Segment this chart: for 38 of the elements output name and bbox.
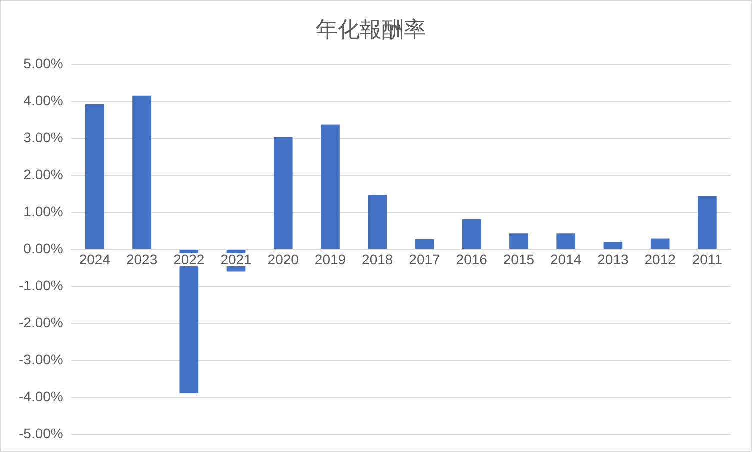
- bar: [510, 234, 528, 249]
- y-tick-label: -5.00%: [19, 425, 64, 442]
- y-tick-label: 3.00%: [24, 129, 64, 146]
- bar: [274, 137, 293, 249]
- x-tick-label: 2011: [692, 251, 723, 268]
- y-tick-label: -4.00%: [19, 388, 64, 404]
- x-tick-label: 2017: [409, 251, 441, 268]
- y-tick-label: 4.00%: [24, 92, 64, 108]
- bar: [556, 234, 576, 249]
- x-tick-label: 2021: [220, 251, 252, 268]
- bar: [415, 240, 434, 249]
- y-tick-label: -2.00%: [19, 314, 64, 330]
- x-tick-label: 2014: [550, 251, 582, 268]
- x-tick-label: 2012: [644, 251, 676, 268]
- bar: [698, 196, 717, 249]
- bar: [85, 104, 104, 249]
- y-tick-label: 0.00%: [24, 240, 64, 256]
- x-tick-label: 2018: [362, 251, 394, 268]
- x-tick-label: 2016: [456, 251, 488, 268]
- x-tick-label: 2022: [174, 251, 205, 268]
- x-tick-label: 2013: [598, 251, 629, 268]
- x-tick-label: 2024: [79, 251, 111, 268]
- bar: [462, 220, 482, 249]
- y-tick-label: -3.00%: [19, 351, 64, 368]
- y-tick-label: -1.00%: [19, 277, 64, 294]
- x-tick-label: 2023: [126, 251, 158, 268]
- bar: [132, 96, 152, 249]
- x-tick-label: 2019: [314, 251, 346, 268]
- bar: [368, 195, 388, 249]
- chart-title: 年化報酬率: [316, 18, 426, 43]
- y-tick-label: 2.00%: [24, 166, 64, 182]
- y-tick-label: 5.00%: [24, 55, 64, 72]
- x-tick-label: 2015: [503, 251, 535, 268]
- x-tick-label: 2020: [268, 251, 300, 268]
- bar: [321, 124, 340, 249]
- bar: [604, 242, 623, 249]
- bar: [650, 238, 670, 249]
- y-tick-label: 1.00%: [24, 203, 64, 220]
